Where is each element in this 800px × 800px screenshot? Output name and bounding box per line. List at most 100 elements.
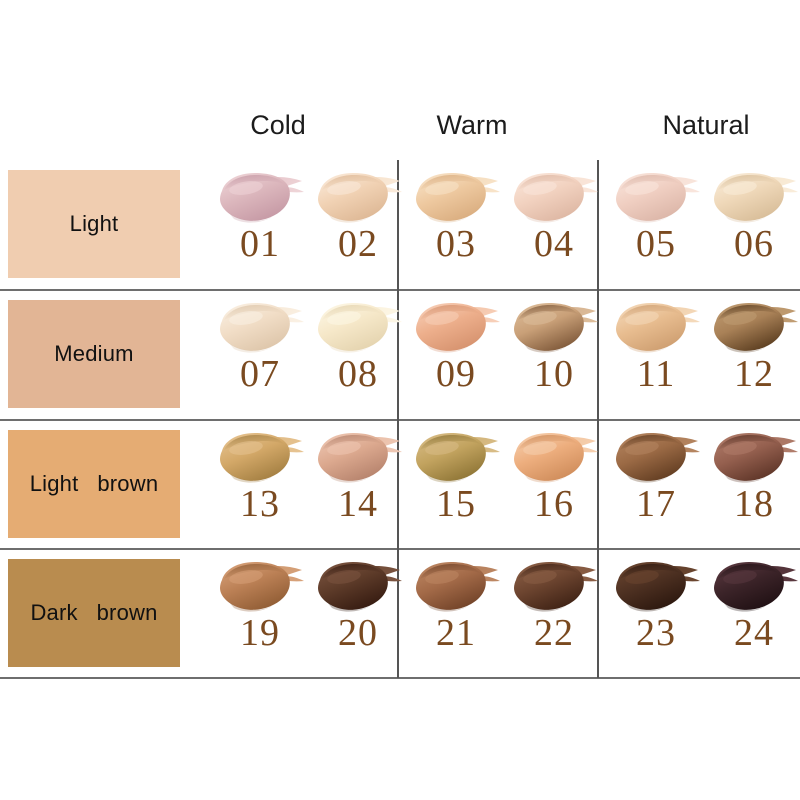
shade-cell-04[interactable]: 04 [506, 164, 602, 286]
shade-number: 13 [240, 483, 280, 525]
shade-cell-18[interactable]: 18 [706, 424, 800, 546]
shade-number: 17 [636, 483, 676, 525]
cream-swatch-icon [616, 303, 700, 353]
shade-number: 21 [436, 612, 476, 654]
horizontal-rule-1 [0, 419, 800, 421]
shade-number: 11 [636, 353, 676, 395]
shade-number: 03 [436, 223, 476, 265]
cream-swatch-icon [220, 562, 304, 612]
shade-cell-02[interactable]: 02 [310, 164, 406, 286]
cream-swatch-icon [220, 303, 304, 353]
row-label-swatch: Light brown [8, 430, 180, 538]
shade-cell-09[interactable]: 09 [408, 294, 504, 416]
shade-cell-01[interactable]: 01 [212, 164, 308, 286]
shade-cell-07[interactable]: 07 [212, 294, 308, 416]
shade-number: 06 [734, 223, 774, 265]
shade-swatch [212, 164, 308, 230]
cream-swatch-icon [514, 173, 598, 223]
cream-swatch-icon [514, 562, 598, 612]
vertical-rule-1 [597, 160, 599, 678]
shade-cell-15[interactable]: 15 [408, 424, 504, 546]
shade-swatch [706, 294, 800, 360]
shade-cell-23[interactable]: 23 [608, 553, 704, 675]
shade-cell-05[interactable]: 05 [608, 164, 704, 286]
shade-number: 09 [436, 353, 476, 395]
row-label-text: Light brown [29, 471, 159, 496]
cream-swatch-icon [318, 562, 402, 612]
shade-cell-08[interactable]: 08 [310, 294, 406, 416]
shade-cell-03[interactable]: 03 [408, 164, 504, 286]
cream-swatch-icon [514, 433, 598, 483]
cream-swatch-icon [416, 173, 500, 223]
shade-number: 02 [338, 223, 378, 265]
shade-cell-10[interactable]: 10 [506, 294, 602, 416]
shade-swatch [608, 424, 704, 490]
shade-cell-24[interactable]: 24 [706, 553, 800, 675]
shade-number: 15 [436, 483, 476, 525]
shade-number: 07 [240, 353, 280, 395]
shade-cell-06[interactable]: 06 [706, 164, 800, 286]
column-header-cold: Cold [250, 110, 306, 140]
shade-number: 01 [240, 223, 280, 265]
shade-number: 22 [534, 612, 574, 654]
cream-swatch-icon [714, 173, 798, 223]
shade-swatch [310, 164, 406, 230]
cream-swatch-icon [318, 433, 402, 483]
shade-number: 23 [636, 612, 676, 654]
shade-number: 05 [636, 223, 676, 265]
cream-swatch-icon [416, 562, 500, 612]
shade-row: Medium 07 [0, 290, 800, 419]
horizontal-rule-0 [0, 289, 800, 291]
shade-swatch [310, 553, 406, 619]
shade-swatch [608, 294, 704, 360]
row-label-text: Light [69, 211, 119, 236]
row-label-swatch: Dark brown [8, 559, 180, 667]
shade-swatch [310, 424, 406, 490]
shade-swatch [706, 553, 800, 619]
shade-cell-16[interactable]: 16 [506, 424, 602, 546]
cream-swatch-icon [616, 433, 700, 483]
shade-cell-13[interactable]: 13 [212, 424, 308, 546]
cream-swatch-icon [714, 433, 798, 483]
cream-swatch-icon [318, 303, 402, 353]
cream-swatch-icon [616, 562, 700, 612]
shade-cell-11[interactable]: 11 [608, 294, 704, 416]
shade-swatch [706, 164, 800, 230]
shade-cell-17[interactable]: 17 [608, 424, 704, 546]
shade-swatch [408, 294, 504, 360]
shade-swatch [506, 164, 602, 230]
shade-row: Light brown 13 [0, 420, 800, 549]
horizontal-rule-3 [0, 677, 800, 679]
shade-swatch [212, 553, 308, 619]
shade-cell-22[interactable]: 22 [506, 553, 602, 675]
shade-swatch [408, 424, 504, 490]
shade-swatch [706, 424, 800, 490]
shade-cell-19[interactable]: 19 [212, 553, 308, 675]
row-label-swatch: Medium [8, 300, 180, 408]
shade-cell-14[interactable]: 14 [310, 424, 406, 546]
shade-number: 12 [734, 353, 774, 395]
shade-number: 04 [534, 223, 574, 265]
shade-cell-20[interactable]: 20 [310, 553, 406, 675]
shade-number: 24 [734, 612, 774, 654]
shade-swatch [506, 553, 602, 619]
cream-swatch-icon [514, 303, 598, 353]
shade-cell-21[interactable]: 21 [408, 553, 504, 675]
vertical-rule-0 [397, 160, 399, 678]
cream-swatch-icon [714, 303, 798, 353]
column-header-warm: Warm [436, 110, 508, 140]
shade-number: 20 [338, 612, 378, 654]
cream-swatch-icon [220, 433, 304, 483]
cream-swatch-icon [616, 173, 700, 223]
shade-cell-12[interactable]: 12 [706, 294, 800, 416]
shade-number: 08 [338, 353, 378, 395]
shade-number: 18 [734, 483, 774, 525]
shade-swatch [506, 294, 602, 360]
shade-number: 19 [240, 612, 280, 654]
shade-number: 14 [338, 483, 378, 525]
shade-swatch [212, 424, 308, 490]
cream-swatch-icon [220, 173, 304, 223]
row-label-text: Medium [54, 341, 134, 366]
column-header-natural: Natural [662, 110, 750, 140]
shade-row: Light 01 [0, 160, 800, 289]
